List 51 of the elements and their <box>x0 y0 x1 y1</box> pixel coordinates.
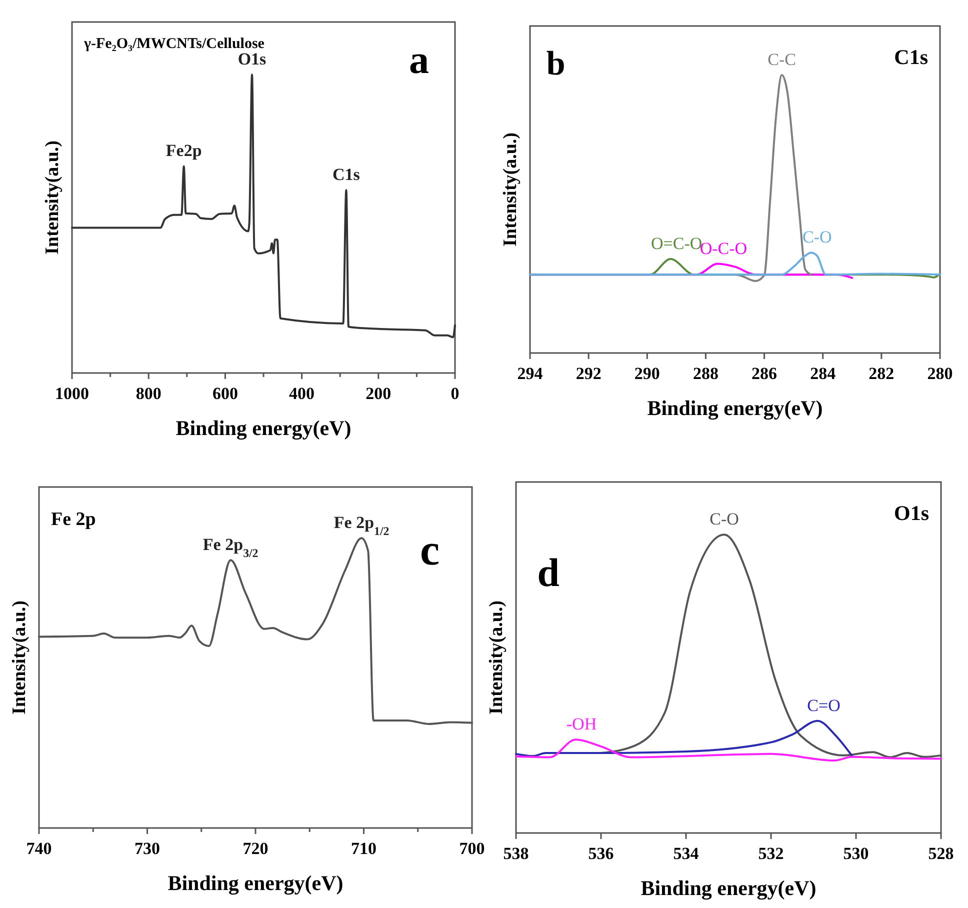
x-tick-label: 400 <box>289 384 315 403</box>
series-label: C-O <box>802 228 832 247</box>
x-tick-label: 1000 <box>55 384 89 403</box>
x-tick-label: 294 <box>517 364 544 383</box>
x-axis-title: Binding energy(eV) <box>168 871 344 895</box>
x-tick-label: 282 <box>868 364 894 383</box>
annotation: c <box>420 525 440 574</box>
x-tick-label: 600 <box>212 384 238 403</box>
x-tick-label: 528 <box>928 844 954 863</box>
x-tick-label: 800 <box>136 384 162 403</box>
x-tick-label: 288 <box>692 364 718 383</box>
x-tick-label: 292 <box>576 364 602 383</box>
series-label: C-C <box>768 50 796 70</box>
chart-title: O1s <box>894 501 929 525</box>
x-tick-label: 700 <box>459 839 485 858</box>
chart-title: Fe 2p <box>51 509 96 530</box>
x-tick-label: 720 <box>242 839 268 858</box>
series-label: -OH <box>566 714 597 734</box>
series-label: C=O <box>807 696 840 715</box>
y-axis-title: Intensity(a.u.) <box>9 600 30 715</box>
x-tick-label: 538 <box>503 844 529 863</box>
x-tick-label: 532 <box>758 844 784 863</box>
chart-title: γ-Fe₂O₃/MWCNTs/Cellulose <box>83 36 265 52</box>
x-axis-title: Binding energy(eV) <box>640 876 816 900</box>
annotation: b <box>546 46 566 83</box>
annotation: Fe 2p$_{1/2}$ <box>334 513 390 538</box>
x-tick-label: 280 <box>927 364 953 383</box>
annotation: d <box>537 550 560 595</box>
x-tick-label: 534 <box>673 844 700 863</box>
y-axis-title: Intensity(a.u.) <box>486 600 507 715</box>
x-tick-label: 710 <box>351 839 376 858</box>
x-tick-label: 530 <box>843 844 869 863</box>
series-label: C-O <box>710 510 739 529</box>
x-tick-label: 730 <box>134 839 160 858</box>
annotation: C1s <box>332 165 360 184</box>
x-axis-title: Binding energy(eV) <box>176 416 352 440</box>
annotation: Fe 2p$_{3/2}$ <box>202 535 258 560</box>
annotation: a <box>409 37 430 82</box>
x-tick-label: 284 <box>810 364 836 383</box>
x-tick-label: 536 <box>588 844 614 863</box>
y-axis-title: Intensity(a.u.) <box>500 132 521 247</box>
x-tick-label: 0 <box>450 384 460 403</box>
annotation: O1s <box>238 50 267 69</box>
y-axis-title: Intensity(a.u.) <box>42 140 63 255</box>
x-tick-label: 290 <box>634 364 660 383</box>
x-tick-label: 200 <box>366 384 392 403</box>
x-axis-title: Binding energy(eV) <box>647 396 823 420</box>
x-tick-label: 740 <box>26 839 52 858</box>
chart-title: C1s <box>894 45 928 69</box>
x-tick-label: 286 <box>752 364 778 383</box>
annotation: Fe2p <box>166 141 202 160</box>
